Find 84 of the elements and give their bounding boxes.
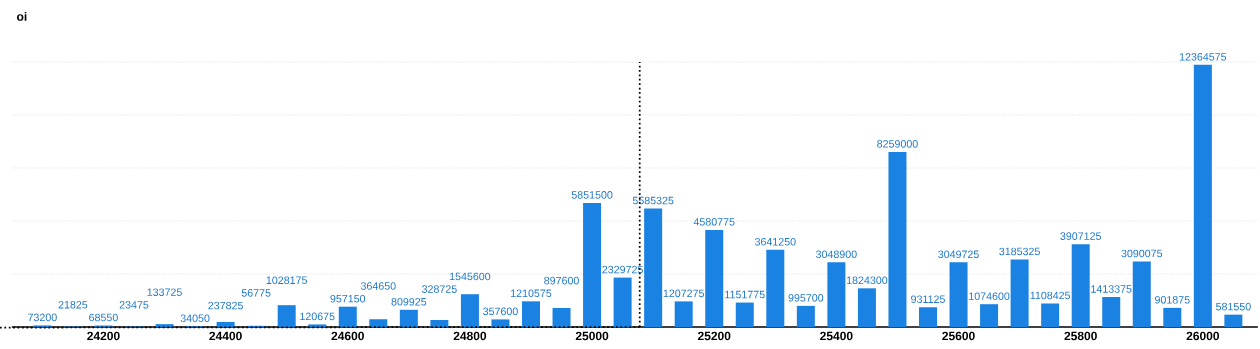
bar: [277, 305, 296, 327]
data-label: 1108425: [1030, 291, 1071, 300]
data-label: 120675: [300, 312, 335, 321]
bar: [613, 277, 632, 327]
bar: [460, 294, 479, 327]
bar: [796, 305, 815, 327]
data-label: 809925: [391, 298, 427, 306]
data-label: 34050: [180, 314, 210, 322]
data-label: 357600: [483, 307, 518, 316]
x-tick-label: 25800: [1064, 331, 1097, 341]
data-label: 133725: [147, 288, 182, 296]
bar: [552, 307, 571, 327]
y-axis-title: oi: [17, 11, 27, 21]
bar: [766, 249, 785, 327]
data-label: 3090075: [1121, 249, 1163, 258]
data-label: 1824300: [846, 276, 888, 285]
data-label: 328725: [421, 285, 457, 293]
bar: [644, 208, 663, 327]
bar: [369, 319, 388, 327]
bar: [888, 151, 907, 327]
data-label: 995700: [788, 294, 824, 302]
data-label: 5585325: [632, 196, 674, 205]
data-label: 1413375: [1091, 285, 1132, 293]
data-label: 1028175: [266, 276, 307, 284]
data-label: 1210575: [511, 289, 552, 298]
data-label: 8259000: [877, 140, 918, 148]
data-label: 21825: [58, 300, 88, 309]
data-label: 581550: [1216, 302, 1251, 311]
bar: [1193, 64, 1212, 327]
data-label: 1207275: [663, 289, 704, 298]
bar: [155, 324, 174, 327]
data-label: 68550: [89, 313, 118, 322]
data-label: 4580775: [693, 218, 735, 226]
x-tick-label: 25000: [575, 331, 609, 341]
x-tick-label: 24200: [87, 331, 120, 341]
bar: [1010, 259, 1029, 327]
bar: [583, 202, 602, 327]
x-tick-label: 26000: [1186, 331, 1220, 341]
data-label: 1074600: [969, 292, 1010, 300]
bar: [399, 309, 418, 327]
data-label: 237825: [208, 301, 243, 310]
bar: [1041, 303, 1060, 327]
data-label: 1545600: [449, 272, 491, 281]
data-label: 364650: [360, 282, 396, 290]
data-label: 1151775: [725, 290, 765, 299]
x-tick-label: 24400: [209, 331, 242, 341]
data-label: 3049725: [938, 250, 979, 259]
bar: [1163, 307, 1182, 327]
bar: [857, 288, 876, 327]
bar: [674, 301, 693, 327]
bar: [1224, 314, 1243, 327]
data-label: 3185325: [999, 247, 1040, 256]
bar: [735, 302, 754, 327]
bar: [1071, 244, 1090, 327]
data-label: 73200: [28, 313, 57, 322]
x-tick-label: 24600: [331, 331, 364, 341]
data-label: 901875: [1155, 296, 1190, 304]
data-label: 2329725: [602, 265, 643, 274]
data-label: 3048900: [816, 250, 857, 259]
bar: [522, 301, 540, 327]
data-label: 56775: [241, 289, 271, 297]
x-tick-label: 24800: [453, 331, 487, 341]
bar: [919, 307, 937, 327]
bar: [491, 319, 510, 327]
x-tick-label: 25600: [942, 331, 975, 341]
bar: [1102, 297, 1121, 327]
data-label: 957150: [330, 294, 366, 303]
bar: [705, 229, 724, 327]
bar: [980, 304, 999, 327]
x-tick-label: 25200: [697, 331, 731, 341]
data-label: 23475: [119, 301, 149, 309]
bar: [827, 262, 846, 327]
bar: [338, 306, 357, 327]
bar: [216, 321, 235, 327]
data-label: 897600: [544, 276, 579, 285]
bar: [949, 262, 968, 327]
data-label: 5851500: [571, 191, 613, 199]
data-label: 931125: [911, 295, 945, 303]
bar: [430, 320, 449, 327]
data-label: 3641250: [754, 237, 796, 246]
x-tick-label: 25400: [820, 331, 853, 341]
data-label: 12364575: [1179, 53, 1227, 61]
data-label: 3907125: [1060, 232, 1101, 240]
bar: [1132, 261, 1151, 327]
